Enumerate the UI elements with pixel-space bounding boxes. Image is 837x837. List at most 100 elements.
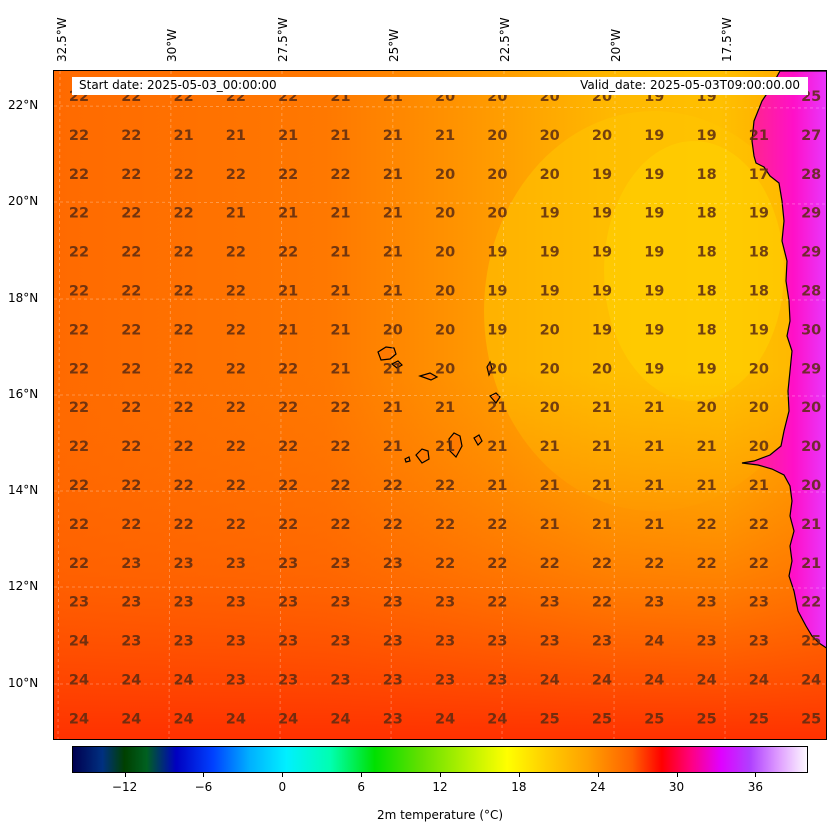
temperature-value: 29 <box>801 206 821 222</box>
island-santiago <box>448 432 463 458</box>
lat-label-22n: 22°N <box>8 98 39 112</box>
lon-label-17-5w: 17.5°W <box>720 17 734 62</box>
temperature-value: 23 <box>383 556 403 572</box>
temperature-value: 21 <box>330 245 350 261</box>
temperature-value: 23 <box>121 634 141 650</box>
temperature-value: 22 <box>69 167 89 183</box>
temperature-value: 23 <box>330 595 350 611</box>
temperature-value: 21 <box>697 439 717 455</box>
temperature-value: 22 <box>174 361 194 377</box>
temperature-value: 22 <box>174 167 194 183</box>
temperature-value: 22 <box>69 517 89 533</box>
temperature-value: 22 <box>121 284 141 300</box>
temperature-value: 20 <box>435 206 455 222</box>
temperature-value: 21 <box>592 517 612 533</box>
island-brava <box>404 456 411 463</box>
temperature-value: 19 <box>697 128 717 144</box>
temperature-value: 20 <box>435 322 455 338</box>
temperature-value: 22 <box>697 556 717 572</box>
temperature-value: 20 <box>592 128 612 144</box>
colorbar-tick-label: −6 <box>194 780 213 794</box>
temperature-value: 19 <box>644 322 664 338</box>
temperature-value: 24 <box>801 673 821 689</box>
temperature-value: 21 <box>226 206 246 222</box>
temperature-value: 20 <box>540 128 560 144</box>
temperature-value: 21 <box>278 322 298 338</box>
temperature-value: 21 <box>749 128 769 144</box>
temperature-value: 28 <box>801 284 821 300</box>
temperature-value: 23 <box>383 595 403 611</box>
temperature-value: 23 <box>121 556 141 572</box>
temperature-value: 25 <box>801 711 821 727</box>
temperature-value: 24 <box>174 673 194 689</box>
temperature-value: 24 <box>226 711 246 727</box>
island-maio <box>473 434 483 446</box>
temperature-value: 21 <box>330 128 350 144</box>
temperature-value: 22 <box>69 556 89 572</box>
temperature-value: 22 <box>69 478 89 494</box>
temperature-value: 23 <box>749 595 769 611</box>
temperature-value: 20 <box>697 400 717 416</box>
temperature-value: 22 <box>383 517 403 533</box>
temperature-value: 20 <box>801 400 821 416</box>
temperature-value: 19 <box>749 206 769 222</box>
temperature-value: 22 <box>174 284 194 300</box>
temperature-value: 25 <box>644 711 664 727</box>
temperature-value: 21 <box>592 400 612 416</box>
colorbar-tick <box>124 773 126 777</box>
temperature-value: 22 <box>69 245 89 261</box>
temperature-value: 21 <box>330 284 350 300</box>
temperature-value: 22 <box>226 322 246 338</box>
temperature-value: 22 <box>174 322 194 338</box>
temperature-value: 19 <box>592 245 612 261</box>
temperature-value: 21 <box>540 478 560 494</box>
temperature-value: 21 <box>383 206 403 222</box>
temperature-value: 24 <box>644 673 664 689</box>
temperature-value: 22 <box>226 478 246 494</box>
temperature-value: 21 <box>383 284 403 300</box>
colorbar-tick-label: 30 <box>668 780 685 794</box>
temperature-value: 23 <box>174 556 194 572</box>
temperature-value: 22 <box>801 595 821 611</box>
temperature-value: 23 <box>330 556 350 572</box>
temperature-value: 22 <box>278 245 298 261</box>
temperature-value: 19 <box>644 206 664 222</box>
temperature-value: 22 <box>226 361 246 377</box>
temperature-value: 22 <box>69 322 89 338</box>
temperature-value: 19 <box>644 167 664 183</box>
temperature-value: 21 <box>330 322 350 338</box>
temperature-value: 23 <box>592 634 612 650</box>
temperature-value: 21 <box>644 517 664 533</box>
temperature-value: 22 <box>69 439 89 455</box>
temperature-value: 22 <box>330 517 350 533</box>
temperature-value: 20 <box>487 206 507 222</box>
temperature-value: 19 <box>487 322 507 338</box>
temperature-value: 24 <box>749 673 769 689</box>
temperature-value: 20 <box>801 439 821 455</box>
temperature-value: 22 <box>435 517 455 533</box>
temperature-value: 21 <box>435 128 455 144</box>
temperature-value: 20 <box>540 400 560 416</box>
temperature-value: 22 <box>330 400 350 416</box>
temperature-value: 18 <box>749 245 769 261</box>
temperature-value: 23 <box>383 673 403 689</box>
temperature-value: 23 <box>697 595 717 611</box>
temperature-value: 22 <box>435 556 455 572</box>
temperature-value: 20 <box>487 167 507 183</box>
temperature-value: 22 <box>121 322 141 338</box>
colorbar-tick-label: 0 <box>278 780 287 794</box>
temperature-value: 22 <box>435 478 455 494</box>
temperature-value: 23 <box>644 595 664 611</box>
colorbar-label: 2m temperature (°C) <box>376 808 504 822</box>
temperature-value: 22 <box>278 439 298 455</box>
temperature-value: 21 <box>592 478 612 494</box>
temperature-value: 22 <box>330 478 350 494</box>
temperature-value: 23 <box>69 595 89 611</box>
temperature-value: 23 <box>435 634 455 650</box>
african-land <box>741 71 826 649</box>
temperature-value: 22 <box>121 167 141 183</box>
temperature-value: 24 <box>174 711 194 727</box>
temperature-value: 24 <box>644 634 664 650</box>
temperature-value: 23 <box>383 634 403 650</box>
temperature-value: 20 <box>540 322 560 338</box>
